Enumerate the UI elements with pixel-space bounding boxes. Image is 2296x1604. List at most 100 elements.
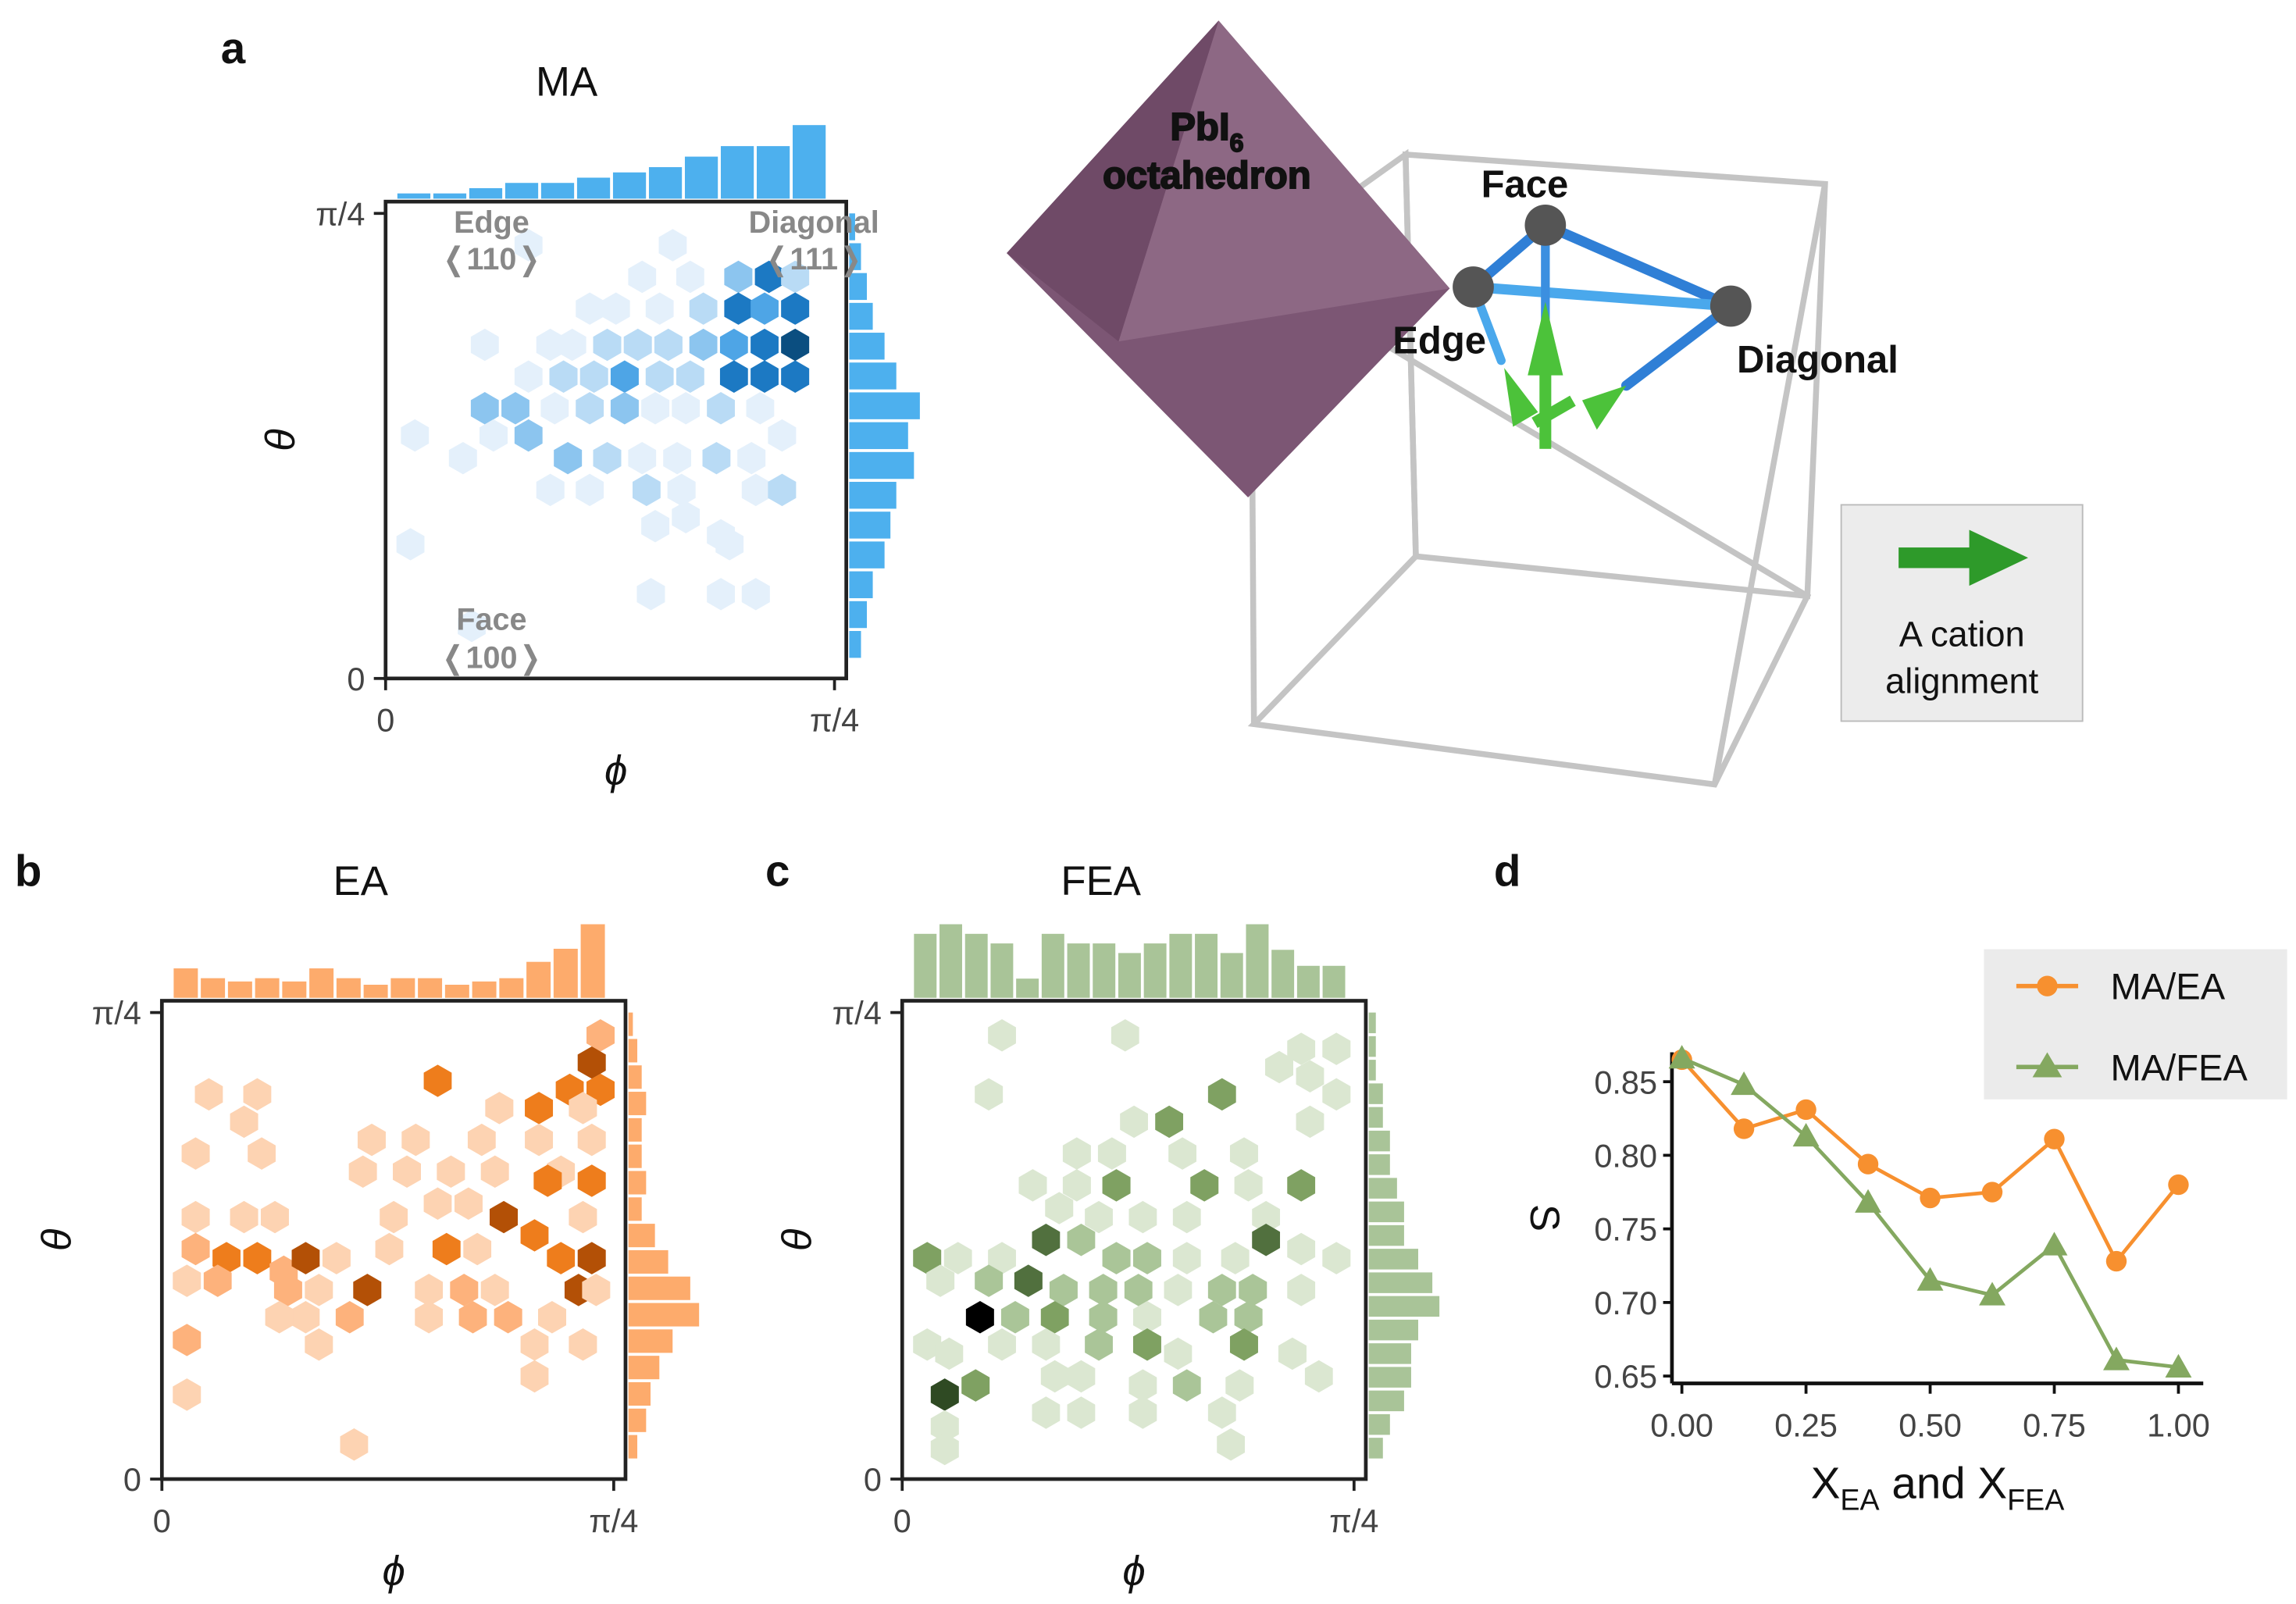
x-axis-label: ϕ (382, 1549, 405, 1595)
histogram-bar-top (964, 933, 988, 998)
histogram-bar-right (849, 422, 908, 450)
data-point (1855, 1189, 1882, 1213)
hexbin-cell (781, 292, 810, 325)
hexbin-cell (514, 419, 543, 452)
hexbin-cell (520, 1360, 549, 1393)
hexbin-cell (514, 360, 543, 393)
histogram-bar-right (1368, 1438, 1383, 1459)
hexbin-cell (672, 501, 701, 533)
y-axis-label: θ (258, 429, 304, 451)
hexbin-cell (181, 1200, 210, 1234)
hexbin-cell (243, 1242, 272, 1274)
legend-label: MA/EA (2111, 966, 2226, 1007)
histogram-bar-right (628, 1117, 642, 1142)
histogram-bar-top (612, 172, 647, 199)
hexbin-cell (930, 1410, 959, 1443)
y-tick-label: 0.70 (1594, 1285, 1657, 1321)
hexbin-cell (636, 578, 665, 611)
legend-marker (2037, 975, 2058, 996)
x-tick-label: 0.25 (1774, 1406, 1838, 1443)
hexbin-cell (645, 292, 674, 325)
hexbin-cell (715, 528, 744, 561)
histogram-bar-right (628, 1144, 642, 1168)
hexbin-cell (470, 392, 499, 425)
histogram-bar-right (849, 601, 868, 629)
hexbin-cell (520, 1219, 549, 1252)
hexbin-cell (1217, 1428, 1245, 1461)
x-tick-label: 0 (376, 702, 394, 739)
hexbin-cell (1062, 1137, 1091, 1170)
hexbin-cell (540, 392, 569, 425)
hexbin-cell (194, 1078, 223, 1111)
hexbin-cell (340, 1428, 369, 1461)
histogram-bar-right (1368, 1201, 1404, 1223)
x-axis-label: ϕ (604, 747, 627, 793)
hexbin-cell (1252, 1224, 1281, 1256)
histogram-bar-top (227, 981, 252, 998)
panel-label-a: a (221, 23, 246, 73)
y-axis-label: θ (34, 1228, 80, 1251)
histogram-bar-top (255, 978, 280, 998)
hexbin-cell (1207, 1274, 1236, 1306)
hexbin-cell (1229, 1328, 1258, 1361)
histogram-bar-top (720, 146, 754, 199)
hexbin-cell (467, 1123, 496, 1157)
histogram-bar-top (1296, 965, 1320, 998)
hexbin-cell (667, 473, 696, 507)
hexbin-cell (432, 1232, 461, 1266)
hexbin-cell (1032, 1224, 1061, 1256)
hexbin-cell (1207, 1078, 1236, 1111)
hexbin-cell (1164, 1337, 1193, 1371)
hexbin-cell (926, 1264, 955, 1297)
y-tick-label: 0 (864, 1461, 882, 1498)
hexbin-cell (1287, 1232, 1316, 1266)
histogram-bar-right (628, 1171, 647, 1195)
x-axis-label-part: FEA (2007, 1484, 2065, 1517)
hexbin-cell (1132, 1300, 1161, 1334)
hexbin-cell (641, 510, 670, 543)
hexbin-cell (454, 1187, 483, 1220)
data-point (1731, 1071, 1758, 1096)
hexbin-plot-ea: EA 0 π/4 0 π/4 ϕ θ (34, 858, 700, 1595)
data-point (2105, 1250, 2127, 1272)
histogram-bar-top (418, 978, 443, 998)
hexbin-cell (1040, 1300, 1069, 1334)
diagonal-direction: ❬111❭ (764, 242, 864, 278)
hexbin-cell (719, 360, 748, 393)
histogram-bar-top (939, 924, 962, 998)
edge-annotation: Edge (454, 205, 529, 240)
data-point (2165, 1353, 2192, 1378)
hexbin-cell (480, 419, 508, 452)
hexbin-cell (750, 360, 779, 393)
hexbin-cell (623, 328, 652, 362)
hexbin-cell (450, 1274, 479, 1306)
hexbin-cell (1089, 1274, 1118, 1306)
x-tick-label: 0 (153, 1502, 171, 1539)
y-tick-label: π/4 (316, 195, 365, 232)
hexbin-cell (965, 1300, 994, 1334)
hexbin-cell (569, 1328, 597, 1361)
x-axis-label: ϕ (1122, 1549, 1145, 1595)
hexbin-cell (181, 1232, 210, 1266)
cube-wireframe (1246, 148, 1828, 788)
hexbin-cell (458, 609, 486, 643)
hexbin-cell (988, 1328, 1016, 1361)
plot-frame (159, 999, 628, 1481)
histogram-bar-right (1368, 1249, 1419, 1270)
hexbin-cell (520, 1328, 549, 1361)
hexbin-cell (1221, 1242, 1250, 1274)
hexbin-cell (1287, 1032, 1316, 1065)
hexbin-cell (401, 419, 430, 452)
hexbin-cell (586, 1073, 615, 1107)
histogram-bar-right (628, 1329, 673, 1353)
hexbin-cell (593, 328, 622, 362)
hexbin-cell (569, 1200, 597, 1234)
hexbin-cell (658, 229, 687, 262)
hexbin-cell (781, 360, 810, 393)
y-tick-label: π/4 (92, 995, 141, 1032)
face-label: Face (1481, 164, 1569, 206)
hexbin-cell (1124, 1274, 1153, 1306)
histogram-bar-top (1220, 953, 1243, 998)
histogram-bar-right (849, 482, 897, 509)
hexbin-cell (273, 1274, 302, 1306)
